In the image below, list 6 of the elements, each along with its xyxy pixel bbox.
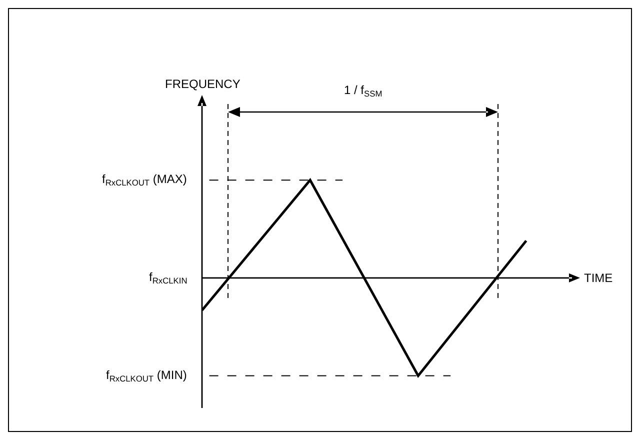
ref-line-label: f$_{RxCLKOUT}$ (MAX)	[102, 172, 187, 188]
ref-line-label: f$_{RxCLKOUT}$ (MIN)	[106, 368, 187, 384]
text: 1 / f$_{SSM}$	[344, 83, 382, 99]
ref-line-label: f$_{RxCLKIN}$	[149, 270, 188, 286]
x-axis-title: TIME	[584, 271, 613, 285]
text: FREQUENCY	[165, 77, 240, 91]
